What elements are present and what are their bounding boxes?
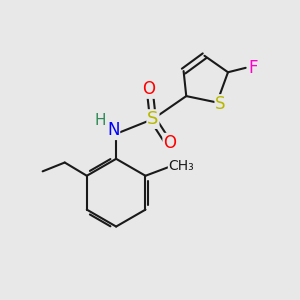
Text: F: F <box>248 59 258 77</box>
Text: O: O <box>142 80 155 98</box>
Text: N: N <box>107 121 119 139</box>
Text: S: S <box>147 110 159 128</box>
Text: O: O <box>163 134 176 152</box>
Text: S: S <box>215 95 226 113</box>
Text: H: H <box>94 113 106 128</box>
Text: CH₃: CH₃ <box>169 159 194 173</box>
